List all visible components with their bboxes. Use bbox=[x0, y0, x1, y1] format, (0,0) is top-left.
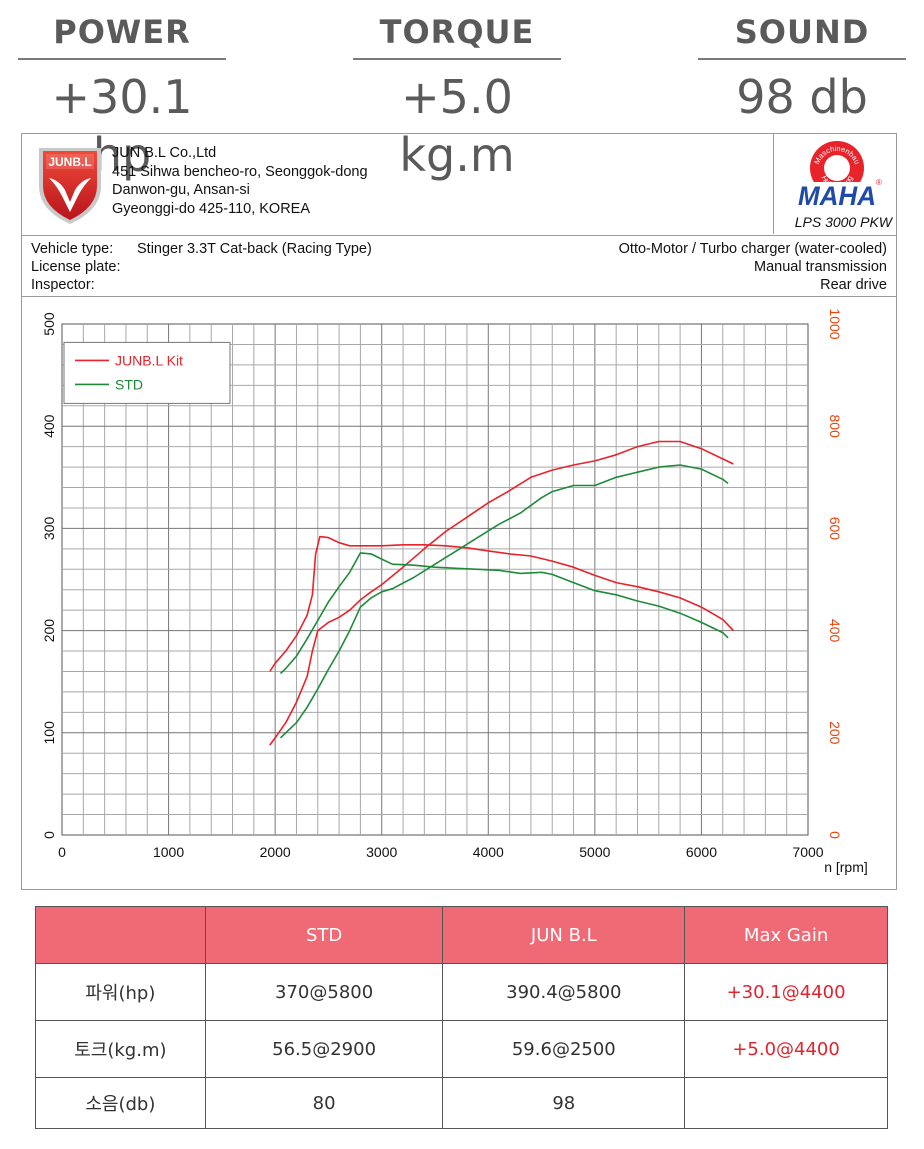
company-header: JUNB.L JUN B.L Co.,Ltd 451 Sihwa bencheo… bbox=[22, 134, 896, 236]
legend: JUNB.L Kit STD bbox=[63, 341, 231, 404]
junbl-shield-logo: JUNB.L bbox=[39, 148, 101, 224]
row-label: 토크(kg.m) bbox=[35, 1020, 206, 1078]
y-right-tick-label: 400 bbox=[827, 619, 843, 643]
y-right-tick-label: 600 bbox=[827, 517, 843, 541]
engine-type: Otto-Motor / Turbo charger (water-cooled… bbox=[618, 241, 887, 257]
kit-lower-curve bbox=[269, 440, 734, 746]
address-line-1: 451 Sihwa bencheo-ro, Seonggok-dong bbox=[112, 163, 368, 180]
x-tick-label: 0 bbox=[58, 844, 66, 860]
kit-upper-curve bbox=[269, 535, 734, 672]
torque-divider bbox=[353, 58, 561, 60]
junbl-value: 59.6@2500 bbox=[442, 1020, 686, 1078]
table-header-row: STD JUN B.L Max Gain bbox=[35, 906, 888, 964]
y-left-tick-label: 100 bbox=[41, 721, 57, 745]
summary-table: STD JUN B.L Max Gain 파워(hp) 370@5800 390… bbox=[35, 906, 888, 1129]
y-left-tick-label: 300 bbox=[41, 517, 57, 541]
maha-logo: Maschinenbau Haldenwang MAHA ® bbox=[796, 141, 882, 210]
y-right-tick-label: 800 bbox=[827, 415, 843, 439]
legend-label: JUNB.L Kit bbox=[115, 352, 183, 368]
drive-type: Rear drive bbox=[820, 277, 887, 293]
std-value: 80 bbox=[204, 1077, 444, 1129]
vehicle-type-value: Stinger 3.3T Cat-back (Racing Type) bbox=[137, 241, 372, 257]
table-header-cell: Max Gain bbox=[684, 906, 888, 964]
x-tick-label: 3000 bbox=[366, 844, 397, 860]
address-line-2: Danwon-gu, Ansan-si bbox=[112, 182, 250, 198]
plot-frame bbox=[61, 323, 809, 836]
table-row: 토크(kg.m) 56.5@2900 59.6@2500 +5.0@4400 bbox=[35, 1020, 888, 1078]
table-row: 소음(db) 80 98 bbox=[35, 1077, 888, 1129]
legend-label: STD bbox=[115, 376, 143, 392]
y-left-tick-label: 500 bbox=[41, 312, 57, 336]
sound-divider bbox=[698, 58, 906, 60]
x-tick-label: 2000 bbox=[260, 844, 291, 860]
x-tick-label: 6000 bbox=[686, 844, 717, 860]
x-axis-label: n [rpm] bbox=[824, 859, 868, 875]
max-gain-value: +30.1@4400 bbox=[684, 963, 888, 1021]
vehicle-type-label: Vehicle type: bbox=[31, 241, 114, 257]
power-value: +30.1 hp bbox=[51, 70, 193, 182]
y-right-tick-label: 200 bbox=[827, 721, 843, 745]
y-left-tick-label: 200 bbox=[41, 619, 57, 643]
table-row: 파워(hp) 370@5800 390.4@5800 +30.1@4400 bbox=[35, 963, 888, 1021]
company-name: JUN B.L Co.,Ltd bbox=[112, 145, 217, 161]
x-tick-label: 1000 bbox=[153, 844, 184, 860]
company-address: JUN B.L Co.,Ltd 451 Sihwa bencheo-ro, Se… bbox=[112, 144, 368, 218]
dyno-sheet: JUNB.L JUN B.L Co.,Ltd 451 Sihwa bencheo… bbox=[21, 133, 897, 890]
std-value: 56.5@2900 bbox=[204, 1020, 444, 1078]
vehicle-info: Vehicle type: Stinger 3.3T Cat-back (Rac… bbox=[22, 235, 896, 297]
x-tick-label: 4000 bbox=[473, 844, 504, 860]
legend-box bbox=[63, 341, 231, 404]
license-plate-label: License plate: bbox=[31, 259, 121, 275]
row-label: 소음(db) bbox=[35, 1077, 206, 1129]
sound-value: 98 db bbox=[736, 70, 868, 124]
y-right-tick-label: 0 bbox=[827, 831, 843, 839]
junbl-logo-text: JUNB.L bbox=[48, 155, 91, 169]
sound-stat: SOUND 98 db bbox=[698, 10, 906, 126]
power-label: POWER bbox=[53, 13, 191, 51]
max-gain-value bbox=[684, 1077, 888, 1129]
x-tick-label: 5000 bbox=[579, 844, 610, 860]
transmission-type: Manual transmission bbox=[754, 259, 887, 275]
row-label: 파워(hp) bbox=[35, 963, 206, 1021]
torque-value: +5.0 kg.m bbox=[399, 70, 515, 182]
address-line-3: Gyeonggi-do 425-110, KOREA bbox=[112, 200, 311, 217]
torque-stat: TORQUE +5.0 kg.m bbox=[353, 10, 561, 184]
table-header-cell bbox=[35, 906, 206, 964]
y-left-tick-label: 400 bbox=[41, 414, 57, 438]
sound-label: SOUND bbox=[734, 13, 870, 51]
std-value: 370@5800 bbox=[204, 963, 444, 1021]
series bbox=[269, 440, 734, 746]
torque-label: TORQUE bbox=[379, 13, 535, 51]
power-divider bbox=[18, 58, 226, 60]
y-right-tick-label: 1000 bbox=[827, 308, 843, 339]
registered-mark: ® bbox=[876, 178, 882, 187]
power-stat: POWER +30.1 hp bbox=[18, 10, 226, 184]
x-tick-label: 7000 bbox=[792, 844, 823, 860]
dyno-model: LPS 3000 PKW bbox=[794, 214, 892, 230]
junbl-value: 98 bbox=[442, 1077, 686, 1129]
maha-mark: MAHA bbox=[798, 181, 876, 210]
junbl-value: 390.4@5800 bbox=[442, 963, 686, 1021]
table-header-cell: JUN B.L bbox=[442, 906, 686, 964]
inspector-label: Inspector: bbox=[31, 277, 95, 293]
maha-box: Maschinenbau Haldenwang MAHA ® LPS 3000 … bbox=[773, 134, 896, 234]
std-lower-curve bbox=[279, 464, 729, 739]
max-gain-value: +5.0@4400 bbox=[684, 1020, 888, 1078]
y-left-tick-label: 0 bbox=[41, 831, 57, 839]
table-header-cell: STD bbox=[204, 906, 444, 964]
std-upper-curve bbox=[279, 552, 729, 675]
